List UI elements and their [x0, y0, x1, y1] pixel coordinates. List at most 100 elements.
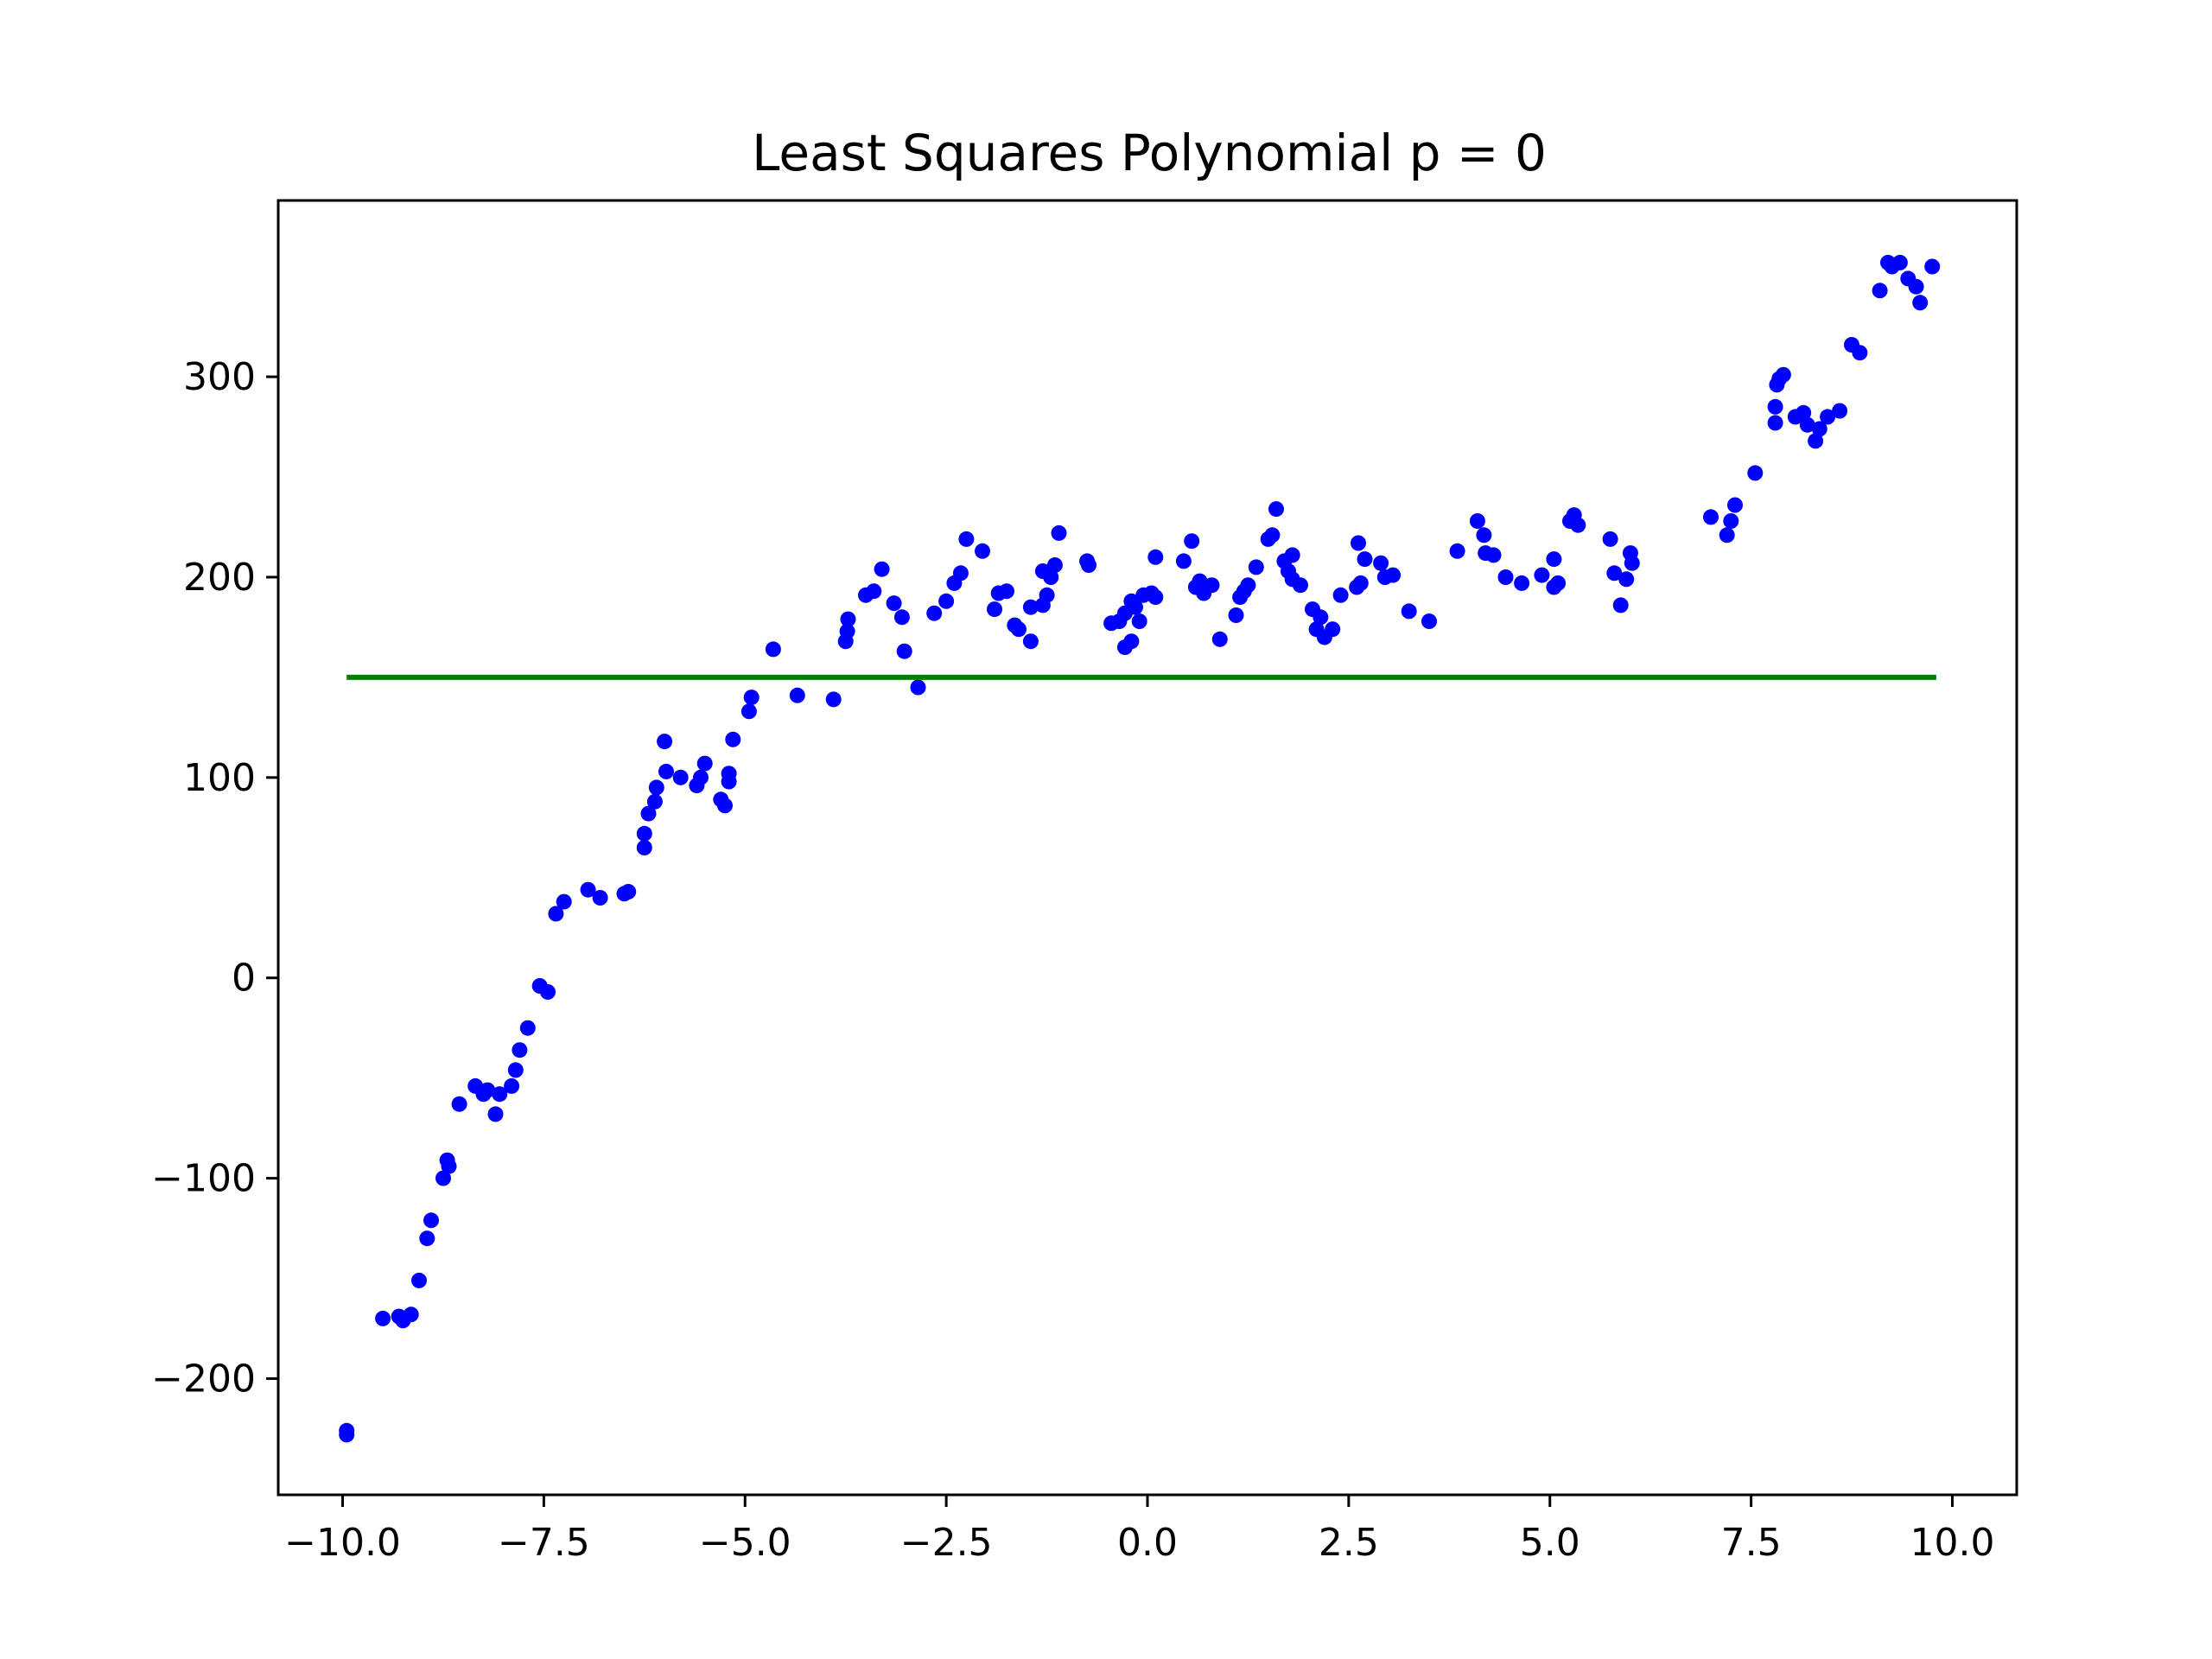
data-point — [839, 623, 855, 639]
data-point — [840, 611, 856, 627]
x-tick-label: −10.0 — [284, 1521, 401, 1565]
data-point — [1264, 527, 1281, 543]
data-point — [825, 691, 842, 708]
data-point — [1811, 421, 1827, 437]
data-point — [1852, 345, 1868, 361]
data-point — [1011, 621, 1027, 638]
x-tick-label: −7.5 — [498, 1521, 590, 1565]
x-tick-label: 0.0 — [1117, 1521, 1178, 1565]
data-point — [1514, 575, 1530, 591]
data-point — [492, 1086, 508, 1103]
data-point — [1908, 278, 1924, 295]
data-point — [1727, 497, 1743, 513]
data-point — [1147, 549, 1164, 565]
data-point — [1123, 633, 1140, 650]
data-point — [1703, 509, 1719, 525]
data-point — [657, 734, 673, 750]
y-tick-label: −100 — [151, 1157, 256, 1201]
data-point — [1891, 254, 1908, 270]
x-tick-label: 5.0 — [1520, 1521, 1580, 1565]
data-point — [975, 543, 990, 559]
data-point — [580, 881, 596, 898]
data-point — [636, 840, 652, 855]
axes-frame — [276, 199, 2018, 1497]
data-point — [1039, 587, 1055, 603]
data-point — [419, 1230, 435, 1247]
data-point — [1022, 599, 1039, 615]
data-point — [693, 769, 709, 785]
data-point — [1497, 569, 1514, 585]
data-point — [658, 763, 674, 779]
data-point — [1325, 621, 1341, 638]
data-point — [1373, 555, 1389, 571]
series-layer — [339, 254, 1941, 1443]
data-point — [1240, 577, 1256, 594]
data-point — [636, 825, 652, 842]
data-point — [1799, 416, 1815, 433]
data-point — [592, 890, 608, 906]
data-point — [717, 798, 733, 814]
data-point — [1128, 599, 1143, 615]
data-point — [519, 1020, 536, 1036]
data-point — [1612, 597, 1629, 613]
data-point — [487, 1106, 504, 1122]
data-point — [1351, 535, 1366, 551]
data-point — [1546, 551, 1562, 568]
chart-title: Least Squares Polynomial p = 0 — [752, 124, 1547, 182]
data-point — [423, 1212, 439, 1229]
x-tick-label: 7.5 — [1721, 1521, 1782, 1565]
data-point — [765, 641, 781, 658]
y-axis: −200 −100 0 100 200 300 — [151, 355, 278, 1402]
data-point — [1248, 559, 1264, 575]
data-point — [411, 1272, 427, 1288]
data-point — [1796, 404, 1812, 421]
data-point — [893, 609, 910, 626]
data-point — [1332, 587, 1349, 603]
data-point — [504, 1077, 520, 1094]
data-point — [1775, 366, 1791, 383]
y-tick-label: −200 — [151, 1357, 256, 1402]
data-point — [874, 561, 890, 577]
data-point — [1022, 633, 1039, 650]
data-point — [441, 1158, 457, 1174]
data-point — [1723, 513, 1739, 529]
data-point — [1832, 403, 1848, 419]
data-point — [721, 766, 737, 782]
data-point — [648, 779, 664, 796]
data-point — [646, 793, 663, 810]
data-point — [696, 755, 713, 772]
x-tick-label: 10.0 — [1910, 1521, 1994, 1565]
data-point — [1485, 547, 1502, 563]
data-point — [725, 731, 741, 747]
data-point — [620, 884, 637, 899]
data-point — [999, 583, 1014, 600]
x-tick-label: 2.5 — [1319, 1521, 1379, 1565]
data-point — [896, 643, 912, 659]
data-point — [672, 769, 689, 785]
data-point — [1719, 527, 1735, 543]
data-point — [1808, 433, 1824, 449]
data-point — [640, 805, 657, 822]
data-point — [1449, 543, 1465, 559]
data-point — [743, 690, 760, 706]
data-point — [1051, 524, 1067, 541]
data-point — [1618, 571, 1635, 588]
data-point — [451, 1096, 467, 1112]
data-point — [1184, 533, 1200, 550]
data-point — [1204, 577, 1220, 594]
data-point — [1211, 631, 1228, 647]
y-tick-label: 0 — [232, 957, 256, 1001]
data-point — [866, 583, 882, 600]
data-point — [1767, 398, 1783, 415]
x-tick-label: −2.5 — [900, 1521, 993, 1565]
data-point — [1357, 551, 1373, 568]
data-point — [1534, 567, 1550, 583]
data-point — [1131, 613, 1147, 629]
data-point — [1401, 603, 1417, 620]
data-point — [1872, 283, 1888, 299]
data-point — [1313, 609, 1329, 626]
y-tick-label: 300 — [183, 355, 256, 399]
scatter-series — [339, 254, 1941, 1443]
